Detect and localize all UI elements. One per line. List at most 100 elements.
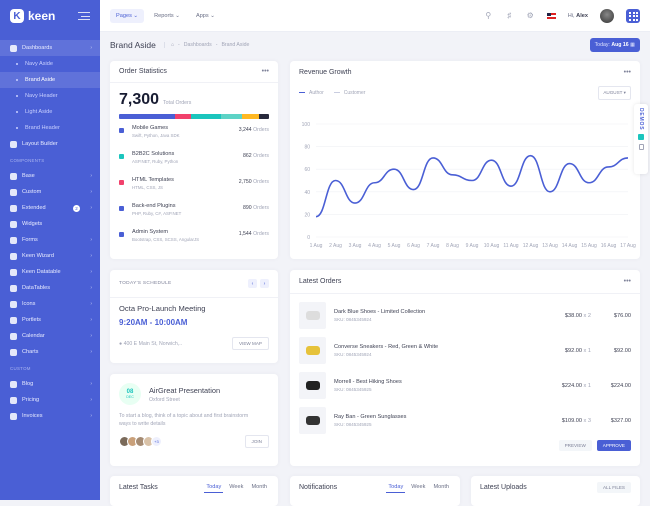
menu-icon <box>10 285 17 292</box>
prev-arrow-icon[interactable]: ‹ <box>248 279 257 288</box>
schedule-card: TODAY'S SCHEDULE ‹ › Octa Pro-Launch Mee… <box>110 270 278 363</box>
presentation-body: To start a blog, think of a topic about … <box>110 405 260 429</box>
sidebar-item-dashboards[interactable]: Dashboards› <box>0 40 100 56</box>
sidebar-item-brand-aside[interactable]: Brand Aside <box>0 72 100 88</box>
sidebar-item-datatables[interactable]: DataTables› <box>0 280 100 296</box>
sidebar-item-calendar[interactable]: Calendar› <box>0 328 100 344</box>
chevron-icon: › <box>90 381 92 387</box>
breadcrumb-item[interactable]: Brand Aside <box>221 42 249 48</box>
sidebar-item-blog[interactable]: Blog› <box>0 376 100 392</box>
sidebar-item-brand-header[interactable]: Brand Header <box>0 120 100 136</box>
hamburger-icon[interactable] <box>78 12 90 20</box>
tab-month[interactable]: Month <box>431 482 451 493</box>
gear-icon[interactable]: ⚙ <box>526 11 535 20</box>
header-menu-apps[interactable]: Apps ⌄ <box>190 9 221 23</box>
header-menu-pages[interactable]: Pages ⌄ <box>110 9 144 23</box>
sidebar-item-portlets[interactable]: Portlets› <box>0 312 100 328</box>
header-menu-reports[interactable]: Reports ⌄ <box>148 9 186 23</box>
month-dropdown[interactable]: AUGUST ▾ <box>598 86 631 100</box>
page-title: Brand Aside <box>110 40 156 50</box>
chevron-icon: › <box>90 253 92 259</box>
brand-logo[interactable]: K keen <box>10 9 55 23</box>
product-name[interactable]: Morrell - Best Hiking Shoes <box>334 379 402 385</box>
sidebar-item-keen-wizard[interactable]: Keen Wizard› <box>0 248 100 264</box>
item-value: 3,244 Orders <box>239 127 269 133</box>
sidebar-item-label: Base <box>22 173 35 179</box>
chevron-icon: › <box>90 45 92 51</box>
breadcrumb-item[interactable]: Dashboards <box>184 42 212 48</box>
approve-button[interactable]: APPROVE <box>597 440 631 451</box>
tab-week[interactable]: Week <box>227 482 245 493</box>
sidebar-item-light-aside[interactable]: Light Aside <box>0 104 100 120</box>
sidebar-item-label: Icons <box>22 301 35 307</box>
view-map-button[interactable]: VIEW MAP <box>232 337 269 350</box>
attendee-avatars: +3 <box>119 436 162 447</box>
product-name[interactable]: Ray Ban - Green Sunglasses <box>334 414 406 420</box>
chevron-icon: › <box>90 333 92 339</box>
doc-icon[interactable] <box>639 144 644 150</box>
keen-logo-icon: K <box>10 9 24 23</box>
sidebar-item-base[interactable]: Base› <box>0 168 100 184</box>
sidebar-item-widgets[interactable]: Widgets <box>0 216 100 232</box>
date-badge: 08 DEC <box>119 383 141 405</box>
home-icon[interactable]: ⌂ <box>171 42 174 48</box>
more-icon[interactable]: ••• <box>624 278 631 285</box>
orders-progress-bar <box>119 114 269 119</box>
avatar[interactable] <box>600 9 614 23</box>
sidebar-item-keen-datatable[interactable]: Keen Datatable› <box>0 264 100 280</box>
x-tick-label: 7 Aug <box>427 243 440 249</box>
sidebar-item-forms[interactable]: Forms› <box>0 232 100 248</box>
sidebar-item-pricing[interactable]: Pricing› <box>0 392 100 408</box>
demos-label: DEMOS <box>638 108 644 130</box>
item-desc: PHP, Ruby, C#, ASP.NET <box>132 211 181 216</box>
tab-week[interactable]: Week <box>409 482 427 493</box>
tab-today[interactable]: Today <box>204 482 223 493</box>
menu-icon <box>10 45 17 52</box>
preview-button[interactable]: PREVIEW <box>559 440 592 451</box>
x-tick-label: 2 Aug <box>329 243 342 249</box>
demos-panel[interactable]: DEMOS <box>634 104 648 174</box>
today-date-button[interactable]: Today: Aug 16 ▦ <box>590 38 640 52</box>
sidebar-item-icons[interactable]: Icons› <box>0 296 100 312</box>
search-icon[interactable]: ⚲ <box>484 11 493 20</box>
product-name[interactable]: Dark Blue Shoes - Limited Collection <box>334 309 425 315</box>
sidebar-item-navy-aside[interactable]: Navy Aside <box>0 56 100 72</box>
menu-icon <box>10 317 17 324</box>
layers-icon[interactable] <box>638 134 644 140</box>
x-tick-label: 3 Aug <box>349 243 362 249</box>
tab-today[interactable]: Today <box>386 482 405 493</box>
user-greeting[interactable]: Hi, Alex <box>568 13 588 19</box>
sidebar-item-navy-header[interactable]: Navy Header <box>0 88 100 104</box>
sidebar-item-layout-builder[interactable]: Layout Builder <box>0 136 100 152</box>
item-name: Mobile Games <box>132 125 180 131</box>
menu-icon <box>10 205 17 212</box>
breadcrumb: ⌂ - Dashboards - Brand Aside <box>164 42 250 48</box>
item-value: 890 Orders <box>243 205 269 211</box>
card-title: Order Statistics <box>119 68 167 75</box>
product-name[interactable]: Converse Sneakers - Red, Green & White <box>334 344 438 350</box>
today-label: Today: <box>595 42 610 48</box>
join-button[interactable]: JOIN <box>245 435 269 448</box>
category-marker <box>119 128 124 133</box>
sidebar-item-charts[interactable]: Charts› <box>0 344 100 360</box>
all-files-button[interactable]: ALL FILES <box>597 482 631 493</box>
apps-grid-icon[interactable] <box>626 9 640 23</box>
bar-segment <box>242 114 259 119</box>
sidebar-item-invoices[interactable]: Invoices› <box>0 408 100 424</box>
sidebar-item-custom[interactable]: Custom› <box>0 184 100 200</box>
category-marker <box>119 232 124 237</box>
schedule-label: TODAY'S SCHEDULE <box>119 281 171 286</box>
tab-month[interactable]: Month <box>249 482 269 493</box>
bell-icon[interactable]: ♯ <box>505 11 514 20</box>
more-icon[interactable]: ••• <box>262 68 269 75</box>
next-arrow-icon[interactable]: › <box>260 279 269 288</box>
more-icon[interactable]: ••• <box>624 69 631 76</box>
us-flag-icon[interactable] <box>547 13 556 19</box>
